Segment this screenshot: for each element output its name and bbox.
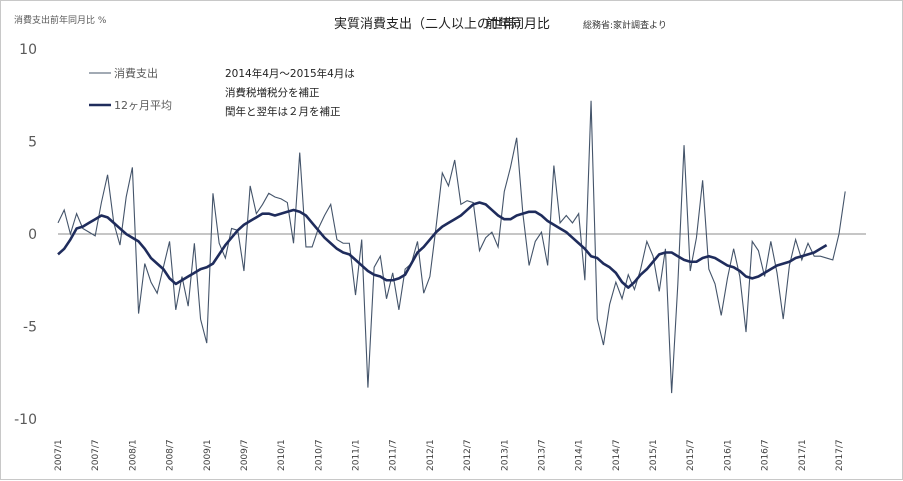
x-tick-label: 2014/1	[575, 439, 585, 471]
x-tick-label: 2015/7	[686, 439, 696, 471]
annotation-line-2: 消費税増税分を補正	[225, 86, 320, 99]
series-line-average	[57, 201, 828, 289]
y-tick-label: 0	[28, 227, 37, 243]
x-tick-label: 2007/7	[91, 439, 101, 471]
x-tick-label: 2011/1	[352, 439, 362, 471]
x-tick-label: 2017/7	[835, 439, 845, 471]
chart-title: 実質消費支出（二人以上の世帯）	[334, 16, 529, 32]
x-tick-label: 2015/1	[649, 439, 659, 471]
y-tick-label: -5	[23, 320, 37, 336]
annotation-line-3: 閏年と翌年は２月を補正	[225, 105, 341, 118]
x-tick-label: 2009/7	[240, 439, 250, 471]
x-tick-label: 2007/1	[54, 439, 64, 471]
x-tick-label: 2012/7	[463, 439, 473, 471]
x-tick-label: 2008/7	[166, 439, 176, 471]
x-tick-label: 2010/7	[314, 439, 324, 471]
x-tick-label: 2016/7	[761, 439, 771, 471]
legend-label-average: 12ヶ月平均	[114, 99, 172, 112]
x-tick-label: 2008/1	[128, 439, 138, 471]
series-line-monthly	[57, 100, 846, 394]
chart-subtitle: 前年同月比	[485, 16, 550, 32]
x-tick-label: 2016/1	[723, 439, 733, 471]
x-tick-label: 2013/7	[537, 439, 547, 471]
x-tick-label: 2017/1	[798, 439, 808, 471]
x-tick-label: 2014/7	[612, 439, 622, 471]
x-tick-label: 2011/7	[389, 439, 399, 471]
x-tick-label: 2012/1	[426, 439, 436, 471]
y-tick-label: -10	[14, 412, 37, 428]
y-axis-label: 消費支出前年同月比 %	[14, 14, 107, 26]
chart-source: 総務省:家計調査より	[583, 19, 667, 31]
annotation-line-1: 2014年4月～2015年4月は	[225, 67, 355, 80]
x-tick-label: 2013/1	[500, 439, 510, 471]
x-tick-label: 2009/1	[203, 439, 213, 471]
legend-label-monthly: 消費支出	[114, 66, 158, 80]
x-tick-label: 2010/1	[277, 439, 287, 471]
y-tick-label: 5	[28, 135, 37, 151]
y-tick-label: 10	[19, 42, 37, 58]
